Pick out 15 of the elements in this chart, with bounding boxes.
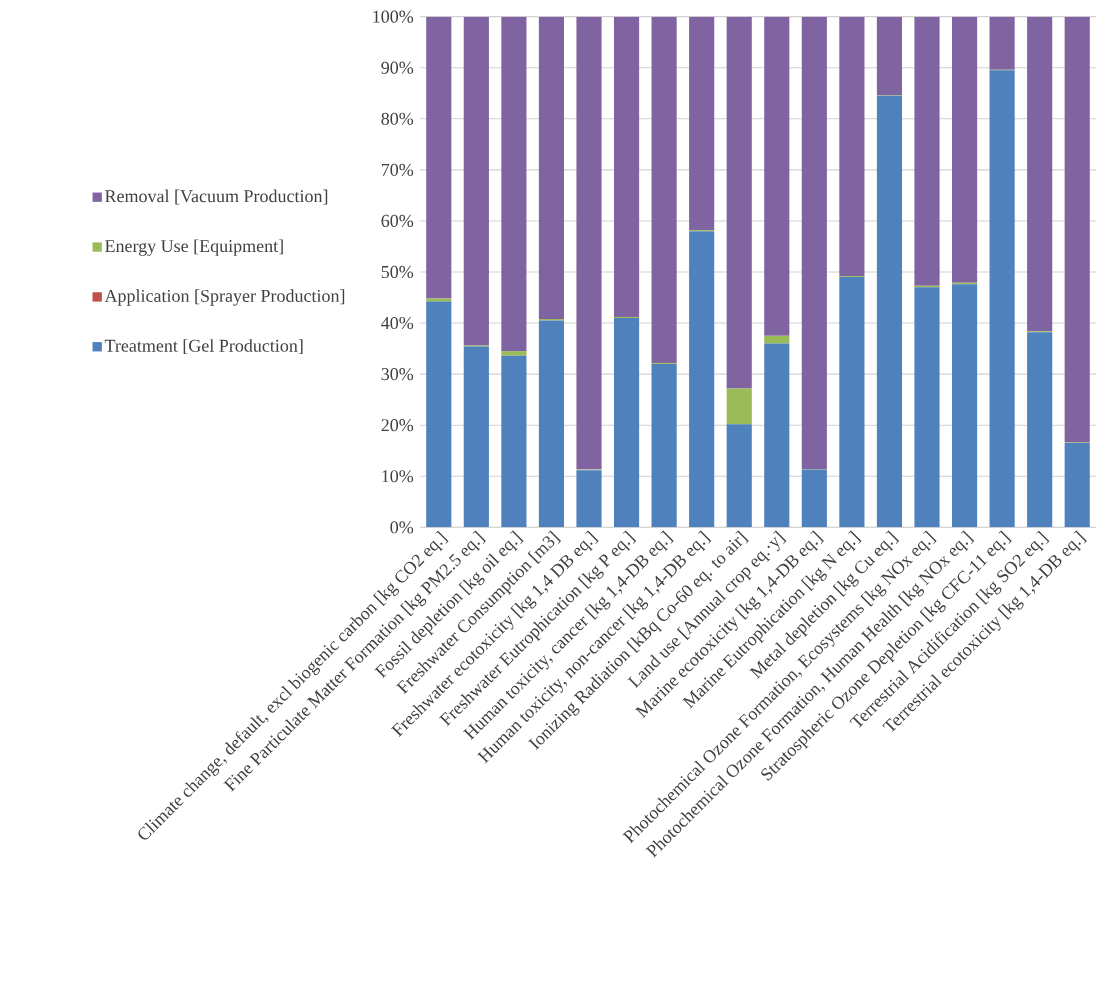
y-tick-label: 30% bbox=[381, 368, 414, 381]
y-tick-label: 10% bbox=[382, 470, 414, 483]
legend-label: Application [Sprayer Production] bbox=[104, 289, 345, 306]
legend-label: Treatment [Gel Production] bbox=[104, 339, 303, 355]
y-tick-label: 60% bbox=[381, 214, 414, 228]
y-tick-label: 90% bbox=[381, 61, 414, 74]
y-tick-label: 20% bbox=[381, 419, 414, 432]
legend-label: Removal [Vacuum Production] bbox=[105, 189, 328, 205]
y-tick-label: 40% bbox=[381, 316, 414, 330]
y-tick-label: 50% bbox=[381, 265, 414, 279]
y-tick-label: 80% bbox=[381, 112, 414, 125]
y-tick-label: 100% bbox=[373, 10, 414, 23]
legend-label: Energy Use [Equipment] bbox=[105, 239, 283, 256]
y-tick-label: 0% bbox=[390, 521, 414, 534]
y-tick-label: 70% bbox=[381, 163, 414, 176]
